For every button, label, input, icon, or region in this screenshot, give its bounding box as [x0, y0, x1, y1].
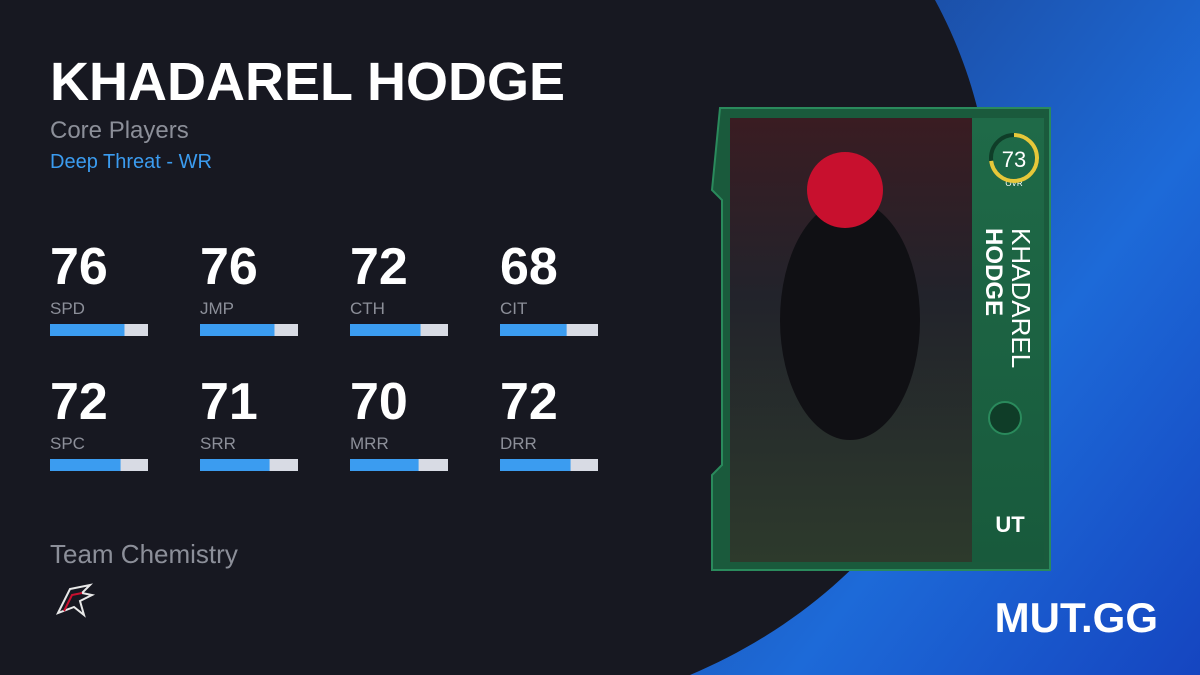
stat-bar [500, 324, 567, 336]
stat-label: CTH [350, 299, 385, 318]
player-card [710, 107, 1051, 571]
stat-value: 72 [350, 238, 408, 296]
ovr-label: OVR [1005, 179, 1023, 188]
photo-figure [780, 200, 920, 440]
stat-bar [350, 324, 421, 336]
ovr-value: 73 [1002, 147, 1026, 172]
stat-bar [50, 459, 121, 471]
stat-bar [50, 324, 125, 336]
chemistry-title: Team Chemistry [50, 539, 238, 569]
stat-label: CIT [500, 299, 527, 318]
stat-value: 76 [200, 238, 258, 296]
stat-value: 71 [200, 373, 258, 431]
stat-value: 68 [500, 238, 558, 296]
player-name: KHADAREL HODGE [50, 52, 565, 112]
stat-label: DRR [500, 434, 537, 453]
card-tier: UT [995, 512, 1025, 537]
stat-value: 76 [50, 238, 108, 296]
stat-value: 70 [350, 373, 408, 431]
program: Core Players [50, 117, 189, 144]
brand-logo: MUT.GG [995, 594, 1158, 641]
stat-bar [500, 459, 571, 471]
blue-backdrop [690, 0, 1200, 675]
team-icon [55, 583, 96, 618]
card-strip [972, 118, 1044, 562]
stat-label: JMP [200, 299, 234, 318]
stat-bar [200, 324, 275, 336]
stat-label: SPD [50, 299, 85, 318]
stat-label: SRR [200, 434, 236, 453]
stat-label: SPC [50, 434, 85, 453]
stat-value: 72 [50, 373, 108, 431]
card-last-name: HODGE [980, 228, 1007, 316]
team-badge [988, 401, 1022, 435]
stat-bar [200, 459, 270, 471]
stat-label: MRR [350, 434, 389, 453]
archetype: Deep Threat - WR [50, 151, 212, 173]
ovr-arc [989, 133, 1039, 183]
photo-helmet [807, 152, 883, 228]
stat-value: 72 [500, 373, 558, 431]
card-first-name: KHADAREL [1006, 228, 1036, 368]
stat-bar [350, 459, 419, 471]
